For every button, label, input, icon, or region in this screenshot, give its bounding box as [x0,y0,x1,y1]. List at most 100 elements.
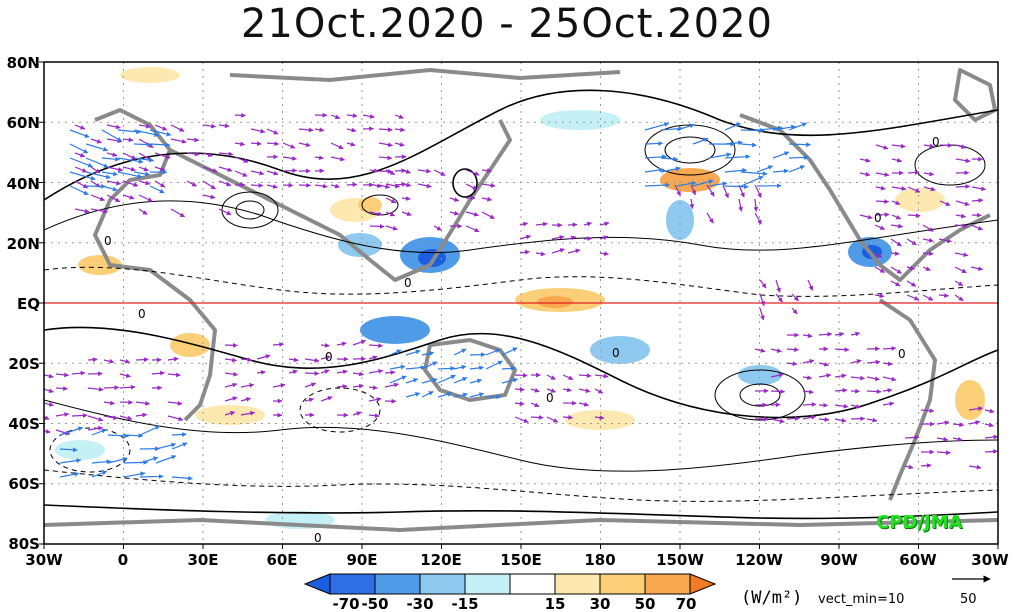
flux-vector [401,196,411,201]
flux-vector [385,197,397,204]
flux-vector [218,208,232,216]
pos-patch-north-pacific [660,168,720,192]
flux-vector [968,464,982,470]
flux-vector [952,436,963,442]
contour-closed-satl [49,427,131,473]
contour-solid-1 [44,89,998,201]
flux-vector [890,280,901,287]
flux-vector [266,128,279,135]
flux-vector [788,165,806,173]
flux-vector [234,112,246,118]
flux-vector [85,171,111,180]
credit-label: CPD/JMA [876,512,963,533]
flux-vector [314,183,328,189]
flux-vector [330,114,341,120]
flux-vector [304,358,320,363]
flux-vector [91,428,107,436]
flux-vector [405,392,421,398]
legend-tick-label: 15 [545,595,566,612]
flux-vector [922,224,934,232]
lon-label-30w-left: 30W [25,551,63,569]
flux-vector [583,236,593,241]
pos-patch-arctic [120,67,180,83]
flux-vector [891,214,902,220]
flux-vector [266,170,279,176]
flux-vector [724,122,741,131]
contour-label: 0 [404,276,412,290]
flux-vector [149,185,165,194]
legend-tick-label: 70 [676,595,697,612]
flux-vector [938,238,952,244]
flux-vector [304,397,315,403]
flux-vector [692,179,714,187]
flux-vector [481,196,493,202]
flux-vector [171,432,187,437]
contour-dashed-2 [44,469,998,502]
flux-vector [74,152,86,158]
flux-vector [314,127,325,133]
legend-tick-label: 30 [590,595,611,612]
flux-vector [738,198,743,212]
flux-vector [754,184,762,198]
flux-vector [85,143,109,152]
flux-vector [405,349,421,356]
flux-vector [740,128,765,133]
flux-vector [218,166,233,172]
flux-vector [906,280,917,287]
flux-vector [55,412,70,417]
contour-solid-2 [44,200,998,254]
flux-vector [599,221,610,227]
flux-vector [644,122,670,131]
flux-vector [770,389,786,394]
flux-vector [756,165,774,173]
flux-vector [85,157,109,168]
flux-vector [330,183,341,189]
flux-vector [369,224,385,229]
flux-vector [753,198,759,212]
flux-vector [117,129,142,135]
pos-patch-indian-ocean [170,333,210,357]
flux-vector [59,447,78,453]
flux-vector [154,180,166,188]
flux-vector [71,413,88,418]
flux-vector [304,371,320,376]
flux-vector [401,211,412,217]
flux-vector [514,372,528,378]
flux-vector [936,436,949,442]
flux-vector [119,384,136,390]
flux-vector [202,123,216,129]
flux-vector [437,365,456,371]
flux-vector [117,157,144,164]
neg-patch-east-pacific [738,365,782,385]
flux-vector [866,376,880,382]
flux-vector [724,154,751,160]
flux-vector [955,144,967,149]
flux-vector [71,370,86,376]
flux-vector [546,388,556,393]
flux-vector [465,225,480,233]
contour-solid-3 [44,326,998,419]
flux-vector [891,143,906,149]
flux-vector [133,129,160,137]
flux-vector [920,463,932,468]
neg-patch-arctic [540,110,620,130]
flux-vector [101,171,118,177]
flux-vector [923,143,935,149]
flux-vector [167,372,181,378]
flux-vector [535,221,548,227]
flux-vector [530,415,544,420]
flux-vector [514,416,529,423]
flux-vector [298,127,314,133]
pos-patch-north-atlantic [895,188,945,212]
flux-vector [107,456,128,464]
flux-vector [320,355,331,361]
flux-vector [770,372,784,378]
flux-vector [859,171,871,177]
flux-vector [706,212,714,224]
flux-vector [708,152,732,159]
flux-vector [802,333,813,339]
flux-vector [218,180,232,187]
flux-vector [890,251,900,256]
flux-vector [298,142,311,148]
flux-vector [218,151,234,157]
